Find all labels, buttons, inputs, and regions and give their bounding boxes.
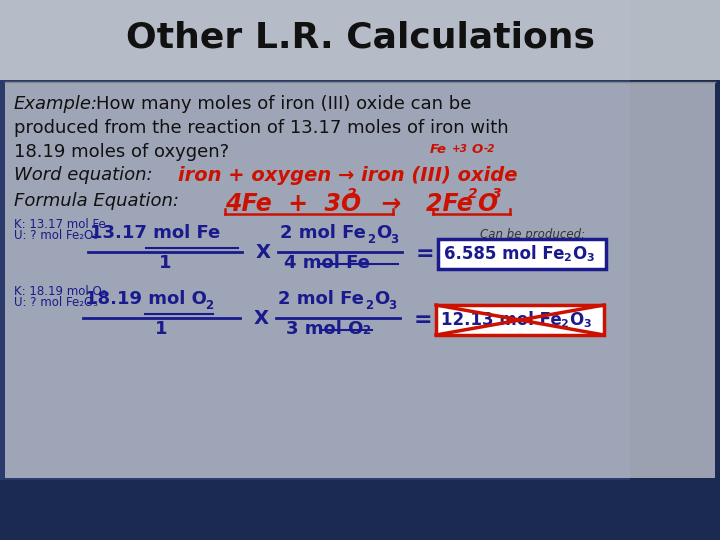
Text: X: X — [256, 242, 271, 261]
Text: 18.19 moles of oxygen?: 18.19 moles of oxygen? — [14, 143, 229, 161]
Bar — [0, 120, 30, 420]
Text: Formula Equation:: Formula Equation: — [14, 192, 179, 210]
Text: O: O — [572, 245, 586, 263]
Text: Word equation:: Word equation: — [14, 166, 153, 184]
Bar — [0, 480, 720, 540]
Text: 1: 1 — [158, 254, 171, 272]
Text: 2: 2 — [362, 324, 370, 337]
Text: 3: 3 — [390, 233, 398, 246]
Text: Fe: Fe — [430, 143, 447, 156]
Text: X: X — [254, 308, 269, 327]
Text: 2: 2 — [205, 299, 213, 312]
Text: 12.13 mol Fe: 12.13 mol Fe — [441, 311, 562, 329]
Text: K: 13.17 mol Fe: K: 13.17 mol Fe — [14, 218, 106, 231]
Bar — [630, 0, 720, 540]
Text: 2: 2 — [365, 299, 373, 312]
Text: O: O — [472, 143, 483, 156]
Text: 3: 3 — [583, 319, 590, 329]
Text: 6.585 mol Fe: 6.585 mol Fe — [444, 245, 564, 263]
Bar — [5, 83, 715, 478]
Text: O: O — [477, 192, 497, 216]
Text: iron + oxygen → iron (III) oxide: iron + oxygen → iron (III) oxide — [178, 166, 518, 185]
Text: U: ? mol Fe₂O₃: U: ? mol Fe₂O₃ — [14, 229, 98, 242]
Text: 4 mol Fe: 4 mol Fe — [284, 254, 370, 272]
Text: Can be produced:: Can be produced: — [480, 228, 585, 241]
Text: =: = — [414, 310, 433, 330]
Text: 3: 3 — [492, 187, 502, 201]
Text: 4Fe  +  3O: 4Fe + 3O — [225, 192, 361, 216]
Text: 2 mol Fe: 2 mol Fe — [278, 290, 364, 308]
Bar — [0, 0, 720, 80]
Text: 2: 2 — [367, 233, 375, 246]
Text: O: O — [569, 311, 583, 329]
Text: 2: 2 — [560, 319, 568, 329]
Text: 3: 3 — [586, 253, 593, 263]
Text: Other L.R. Calculations: Other L.R. Calculations — [125, 21, 595, 55]
Text: →   2Fe: → 2Fe — [365, 192, 473, 216]
Text: O: O — [374, 290, 390, 308]
Text: 3 mol O: 3 mol O — [286, 320, 364, 338]
Text: +3: +3 — [452, 144, 468, 154]
Text: 2: 2 — [468, 187, 477, 201]
Text: 18.19 mol O: 18.19 mol O — [85, 290, 207, 308]
Text: 1: 1 — [156, 320, 168, 338]
Text: How many moles of iron (III) oxide can be: How many moles of iron (III) oxide can b… — [96, 95, 472, 113]
Text: K: 18.19 mol O₂: K: 18.19 mol O₂ — [14, 285, 107, 298]
Text: produced from the reaction of 13.17 moles of iron with: produced from the reaction of 13.17 mole… — [14, 119, 508, 137]
Text: 13.17 mol Fe: 13.17 mol Fe — [90, 224, 220, 242]
Text: O: O — [376, 224, 391, 242]
Bar — [438, 239, 606, 269]
Text: 2: 2 — [563, 253, 571, 263]
Text: 3: 3 — [388, 299, 396, 312]
Text: Example:: Example: — [14, 95, 98, 113]
Text: 2: 2 — [347, 187, 356, 201]
Text: 2 mol Fe: 2 mol Fe — [280, 224, 366, 242]
Text: =: = — [416, 244, 435, 264]
Bar — [436, 305, 604, 335]
Text: U: ? mol Fe₂O₃: U: ? mol Fe₂O₃ — [14, 296, 98, 309]
Text: -2: -2 — [484, 144, 495, 154]
